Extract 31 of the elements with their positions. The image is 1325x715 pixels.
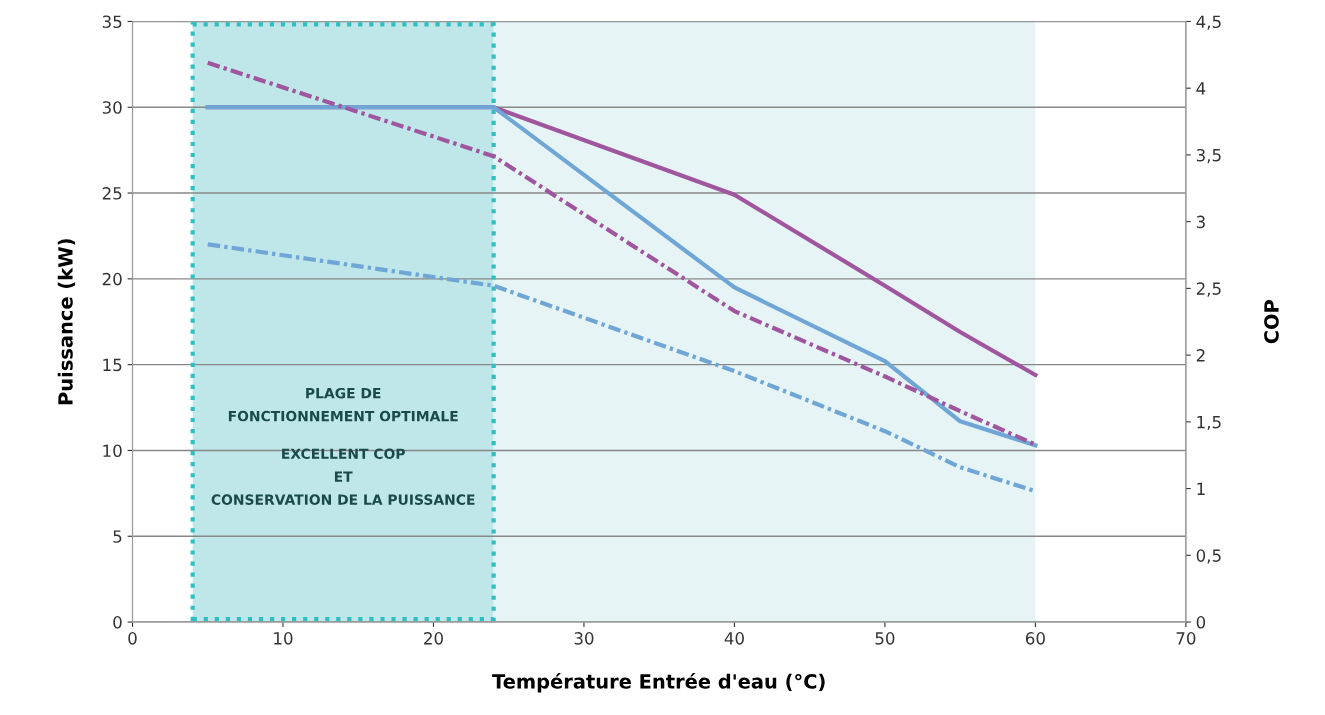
y2-tick-label: 1 — [1197, 482, 1205, 495]
x-tick-label: 10 — [274, 632, 293, 645]
y-tick-label: 35 — [102, 15, 122, 29]
y-axis-title: Puissance (kW) — [57, 239, 76, 405]
x-tick-label: 20 — [424, 632, 443, 645]
y-tick-label: 15 — [103, 358, 122, 372]
y-tick-label: 5 — [113, 530, 122, 543]
y-tick-label: 30 — [102, 101, 122, 114]
y-tick-label: 10 — [103, 444, 122, 458]
x-tick-label: 40 — [724, 632, 744, 645]
y2-tick-label: 3,5 — [1196, 148, 1221, 164]
x-tick-label: 50 — [875, 632, 895, 645]
x-tick-label: 30 — [574, 632, 594, 645]
y2-tick-label: 1,5 — [1197, 416, 1221, 431]
x-tick-label: 0 — [128, 632, 137, 645]
x-tick-label: 70 — [1176, 632, 1196, 645]
y2-tick-label: 2,5 — [1196, 282, 1221, 297]
y-tick-label: 25 — [102, 187, 122, 200]
annotation: EXCELLENT COP ET CONSERVATION DE LA PUISSANCE — [211, 448, 475, 505]
y2-tick-label: 2 — [1196, 349, 1205, 362]
x-tick-label: 60 — [1025, 632, 1045, 645]
y-tick-label: 20 — [102, 272, 122, 286]
y2-axis-title: COP — [1264, 300, 1279, 344]
y-tick-label: 0 — [113, 616, 122, 629]
band-label: PLAGE DE FONCTIONNEMENT OPTIMALE — [228, 387, 458, 422]
y2-tick-label: 4 — [1196, 82, 1206, 95]
y2-tick-label: 4,5 — [1196, 15, 1221, 30]
y2-tick-label: 0 — [1196, 616, 1206, 629]
y2-tick-label: 3 — [1196, 215, 1205, 229]
x-axis-title: Température Entrée d'eau (°C) — [492, 672, 825, 693]
y2-tick-label: 0,5 — [1196, 549, 1221, 564]
